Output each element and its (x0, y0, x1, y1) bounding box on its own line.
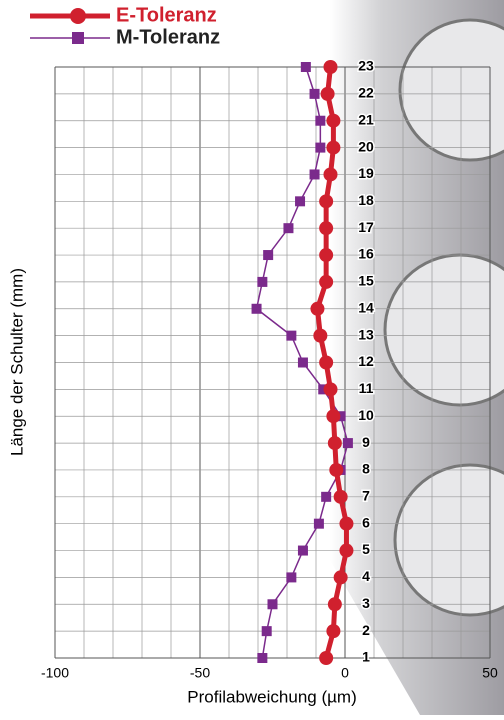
marker (324, 60, 338, 74)
y-tick-label: 5 (362, 541, 370, 557)
x-tick-label: 50 (482, 665, 498, 681)
y-tick-label: 14 (358, 299, 374, 315)
marker (321, 492, 331, 502)
marker (339, 517, 353, 531)
y-tick-label: 12 (358, 353, 374, 369)
marker (283, 223, 293, 233)
background-image (330, 0, 504, 715)
marker (324, 167, 338, 181)
marker (326, 624, 340, 638)
y-tick-label: 19 (358, 165, 374, 181)
legend-label: M-Toleranz (116, 26, 220, 48)
y-tick-label: 6 (362, 514, 370, 530)
marker (263, 250, 273, 260)
y-tick-label: 22 (358, 85, 374, 101)
marker (313, 329, 327, 343)
marker (326, 409, 340, 423)
y-tick-label: 20 (358, 138, 374, 154)
marker (298, 358, 308, 368)
y-tick-label: 18 (358, 192, 374, 208)
y-tick-label: 9 (362, 434, 370, 450)
x-tick-label: -50 (190, 665, 210, 681)
marker (310, 169, 320, 179)
y-tick-label: 21 (358, 111, 374, 127)
y-tick-label: 7 (362, 488, 370, 504)
marker (319, 194, 333, 208)
y-tick-label: 11 (359, 380, 374, 396)
marker (324, 382, 338, 396)
marker (319, 356, 333, 370)
y-tick-label: 23 (358, 58, 374, 74)
y-tick-label: 2 (362, 622, 370, 638)
marker (328, 597, 342, 611)
y-tick-label: 15 (358, 273, 374, 289)
marker (257, 277, 267, 287)
y-tick-label: 3 (362, 595, 370, 611)
marker (334, 490, 348, 504)
marker (319, 221, 333, 235)
legend-marker (72, 32, 84, 44)
y-tick-label: 8 (362, 461, 370, 477)
marker (268, 599, 278, 609)
y-tick-label: 17 (358, 219, 374, 235)
y-tick-label: 1 (362, 649, 370, 665)
marker (262, 626, 272, 636)
x-tick-label: 0 (341, 665, 349, 681)
marker (326, 114, 340, 128)
legend-label: E-Toleranz (116, 4, 217, 26)
marker (326, 141, 340, 155)
chart: Länge der Schulter (mm) Profilabweichung… (0, 0, 504, 715)
y-axis-label: Länge der Schulter (mm) (7, 268, 26, 456)
y-tick-label: 4 (362, 568, 370, 584)
marker (328, 436, 342, 450)
y-tick-label: 10 (358, 407, 374, 423)
marker (310, 302, 324, 316)
marker (343, 438, 353, 448)
marker (339, 544, 353, 558)
marker (319, 275, 333, 289)
marker (319, 651, 333, 665)
marker (315, 143, 325, 153)
marker (321, 87, 335, 101)
x-axis-label: Profilabweichung (µm) (187, 687, 356, 706)
y-tick-label: 13 (358, 326, 374, 342)
marker (334, 570, 348, 584)
marker (286, 331, 296, 341)
marker (329, 463, 343, 477)
marker (314, 519, 324, 529)
marker (252, 304, 262, 314)
marker (301, 62, 311, 72)
marker (315, 116, 325, 126)
marker (286, 572, 296, 582)
marker (295, 196, 305, 206)
marker (310, 89, 320, 99)
marker (319, 248, 333, 262)
marker (257, 653, 267, 663)
x-tick-label: -100 (41, 665, 69, 681)
marker (298, 546, 308, 556)
legend-marker (70, 8, 86, 24)
y-tick-label: 16 (358, 246, 374, 262)
